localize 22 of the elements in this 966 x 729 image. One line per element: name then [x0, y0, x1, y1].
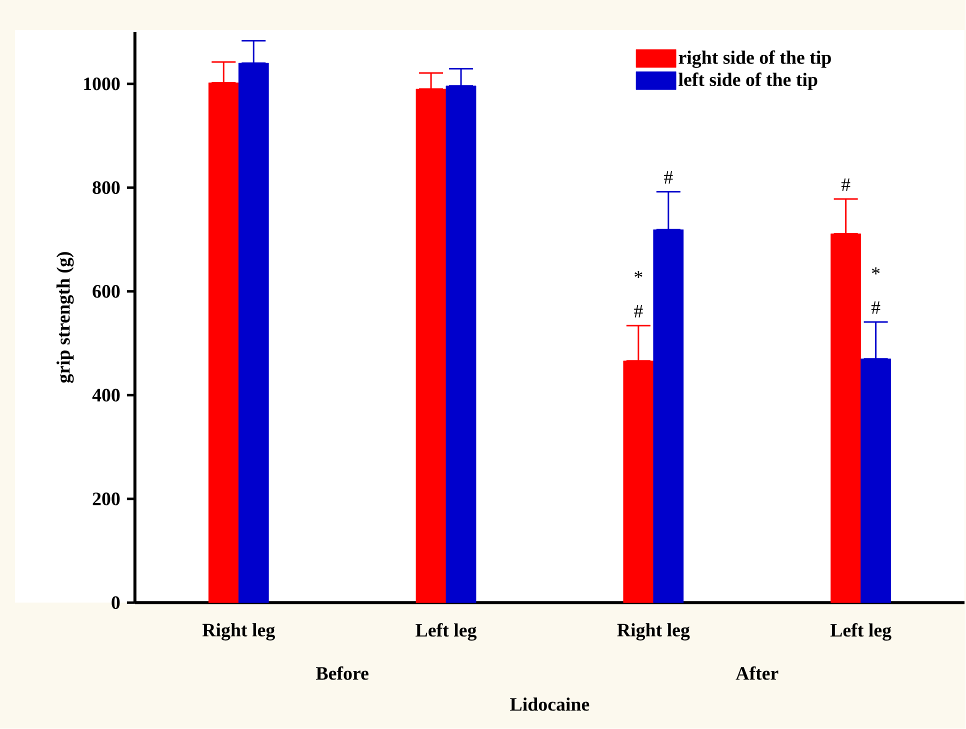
text: After: [736, 666, 778, 680]
annotation: *: [872, 268, 880, 275]
y-tick-label: 600: [92, 285, 120, 298]
y-tick-label: 800: [92, 181, 120, 194]
x-tick-label: Right leg: [202, 623, 275, 641]
y-tick-label: 1000: [84, 78, 120, 90]
y-tick-label: 400: [92, 388, 120, 402]
x-tick-label: Left leg: [830, 623, 892, 641]
legend-label: right side of the tip: [678, 50, 831, 68]
annotation: *: [634, 271, 642, 278]
y-tick-label: 200: [92, 492, 120, 506]
x-axis-title: Lidocaine: [510, 698, 590, 711]
annotation: #: [871, 302, 880, 314]
annotation: #: [634, 305, 643, 318]
x-tick-label: Left leg: [416, 623, 477, 641]
y-axis-title: grip strength (g): [56, 252, 74, 384]
y-tick-label: 0: [112, 596, 120, 610]
text: Before: [316, 666, 368, 680]
legend-label: left side of the tip: [678, 72, 818, 90]
annotation: #: [841, 178, 850, 192]
x-tick-label: Right leg: [617, 623, 690, 641]
annotation: #: [664, 171, 673, 184]
